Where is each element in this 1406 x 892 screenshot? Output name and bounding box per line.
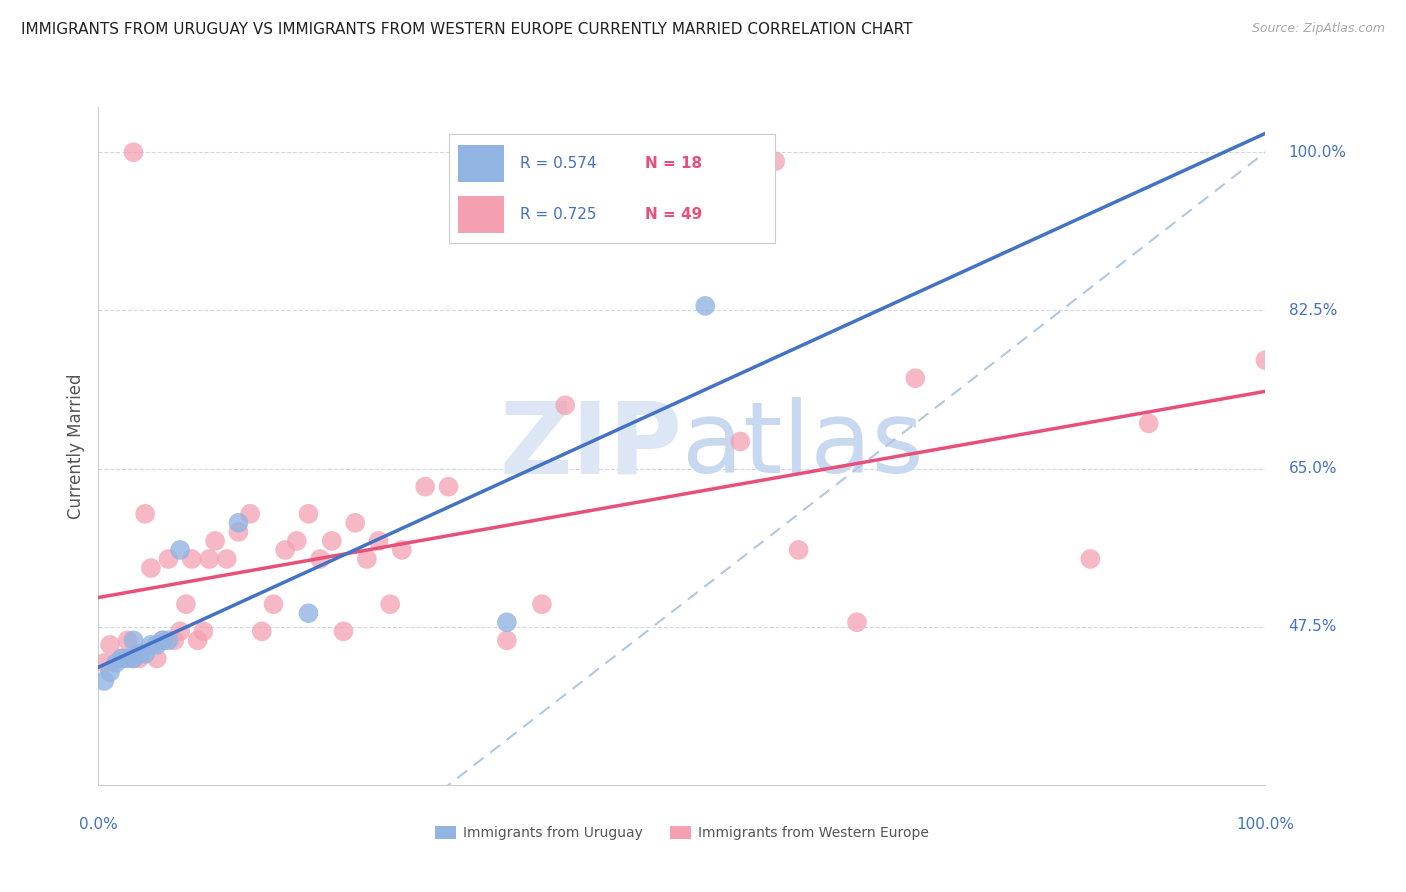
- Point: [1137, 417, 1160, 431]
- Point: [215, 552, 238, 566]
- Point: [356, 552, 378, 566]
- Text: IMMIGRANTS FROM URUGUAY VS IMMIGRANTS FROM WESTERN EUROPE CURRENTLY MARRIED CORR: IMMIGRANTS FROM URUGUAY VS IMMIGRANTS FR…: [21, 22, 912, 37]
- Point: [98, 638, 121, 652]
- Y-axis label: Currently Married: Currently Married: [66, 373, 84, 519]
- Text: ZIP: ZIP: [499, 398, 682, 494]
- Point: [134, 647, 156, 661]
- Point: [297, 507, 319, 521]
- Point: [152, 633, 174, 648]
- Point: [496, 615, 519, 630]
- Point: [250, 624, 273, 639]
- Point: [321, 533, 343, 548]
- Point: [128, 651, 150, 665]
- Text: 65.0%: 65.0%: [1289, 461, 1337, 476]
- Text: 82.5%: 82.5%: [1289, 303, 1337, 318]
- Point: [122, 651, 145, 665]
- Point: [157, 633, 180, 648]
- Text: Source: ZipAtlas.com: Source: ZipAtlas.com: [1251, 22, 1385, 36]
- Point: [180, 552, 202, 566]
- Point: [763, 154, 786, 169]
- Point: [695, 299, 717, 313]
- Point: [187, 633, 209, 648]
- Text: 100.0%: 100.0%: [1236, 816, 1295, 831]
- Point: [787, 543, 810, 558]
- Point: [391, 543, 413, 558]
- Point: [846, 615, 869, 630]
- Point: [152, 633, 174, 648]
- Point: [413, 480, 436, 494]
- Point: [530, 597, 553, 611]
- Point: [139, 561, 162, 575]
- Point: [117, 633, 139, 648]
- Point: [274, 543, 297, 558]
- Point: [128, 647, 150, 661]
- Point: [93, 673, 115, 688]
- Point: [104, 656, 127, 670]
- Point: [122, 145, 145, 160]
- Point: [146, 638, 169, 652]
- Point: [730, 434, 752, 449]
- Point: [204, 533, 226, 548]
- Text: atlas: atlas: [682, 398, 924, 494]
- Point: [122, 651, 145, 665]
- Point: [193, 624, 215, 639]
- Point: [239, 507, 262, 521]
- Point: [309, 552, 332, 566]
- Point: [169, 624, 191, 639]
- Point: [332, 624, 354, 639]
- Point: [111, 651, 134, 665]
- Point: [367, 533, 389, 548]
- Text: 47.5%: 47.5%: [1289, 619, 1337, 634]
- Point: [169, 543, 191, 558]
- Point: [1254, 353, 1277, 368]
- Point: [111, 651, 134, 665]
- Point: [904, 371, 927, 385]
- Text: 0.0%: 0.0%: [79, 816, 118, 831]
- Point: [228, 524, 250, 539]
- Point: [262, 597, 284, 611]
- Point: [228, 516, 250, 530]
- Point: [496, 633, 519, 648]
- Point: [344, 516, 367, 530]
- Point: [93, 656, 115, 670]
- Point: [380, 597, 402, 611]
- Point: [1080, 552, 1102, 566]
- Point: [437, 480, 460, 494]
- Point: [174, 597, 197, 611]
- Point: [122, 633, 145, 648]
- Text: 100.0%: 100.0%: [1289, 145, 1347, 160]
- Point: [163, 633, 186, 648]
- Point: [117, 651, 139, 665]
- Point: [297, 606, 319, 620]
- Point: [139, 638, 162, 652]
- Point: [134, 507, 156, 521]
- Point: [98, 665, 121, 679]
- Point: [198, 552, 221, 566]
- Point: [146, 651, 169, 665]
- Point: [157, 552, 180, 566]
- Point: [285, 533, 308, 548]
- Legend: Immigrants from Uruguay, Immigrants from Western Europe: Immigrants from Uruguay, Immigrants from…: [429, 821, 935, 846]
- Point: [554, 398, 576, 412]
